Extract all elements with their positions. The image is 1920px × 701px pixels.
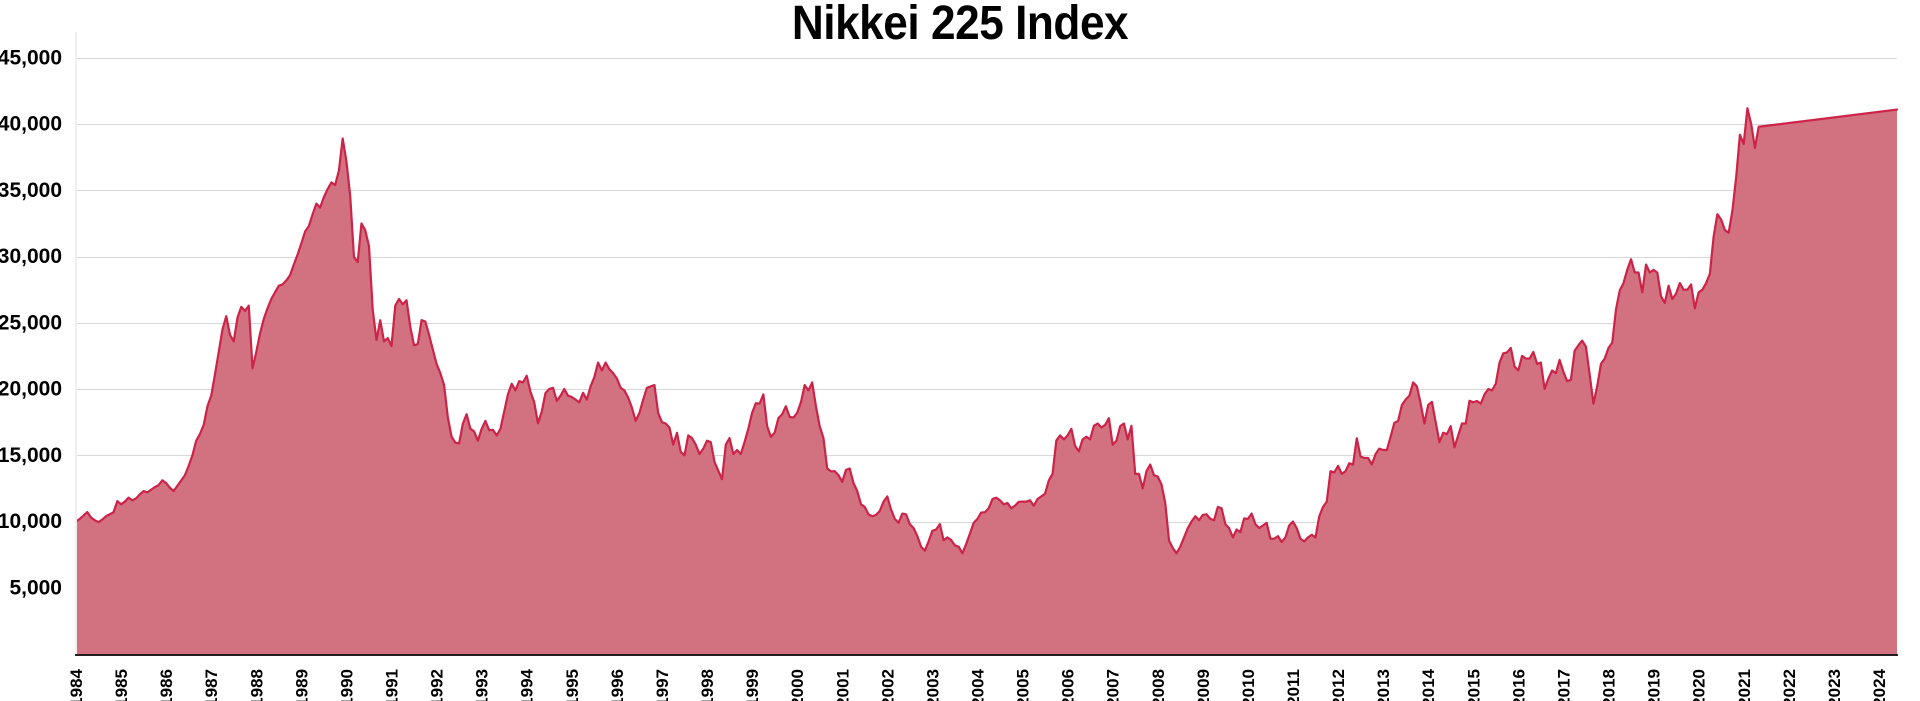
x-axis-tick-label: 2015 [1464, 669, 1483, 701]
x-axis-tick-label: 1986 [157, 669, 176, 701]
x-axis-tick-label: 2013 [1374, 669, 1393, 701]
x-axis-tick-label: 2023 [1825, 669, 1844, 701]
x-axis-tick-label: 1995 [563, 669, 582, 701]
y-axis-tick-label: 45,000 [0, 46, 62, 69]
x-axis-tick-label: 1998 [698, 669, 717, 701]
x-axis-tick-label: 2024 [1870, 668, 1889, 701]
x-axis-tick-label: 2019 [1645, 669, 1664, 701]
y-axis-tick-label: 35,000 [0, 179, 62, 202]
y-axis-tick-label: 30,000 [0, 245, 62, 268]
axis-lines [75, 32, 1898, 657]
x-axis-tick-label: 2004 [968, 668, 987, 701]
x-axis-tick-label: 1991 [383, 669, 402, 701]
y-axis-tick-labels: 5,000 10,000 15,000 20,000 25,000 30,000 35,00… [0, 46, 62, 599]
x-axis-tick-label: 1990 [337, 669, 356, 701]
area-series-nikkei-225 [74, 107, 1899, 654]
x-axis-tick-label: 2008 [1149, 669, 1168, 701]
x-axis-tick-label: 1987 [202, 669, 221, 701]
x-axis-tick-label: 2014 [1419, 668, 1438, 701]
x-axis-tick-label: 2005 [1014, 669, 1033, 701]
x-axis-tick-label: 1992 [428, 669, 447, 701]
area-fill [76, 108, 1897, 654]
x-axis-tick-label: 2011 [1284, 669, 1303, 701]
x-axis-tick-label: 2002 [878, 669, 897, 701]
x-axis-tick-label: 1988 [247, 669, 266, 701]
x-axis-tick-label: 2003 [923, 669, 942, 701]
x-axis-tick-label: 2022 [1780, 669, 1799, 701]
chart-title: Nikkei 225 Index [791, 0, 1129, 50]
x-axis-tick-label: 2017 [1554, 669, 1573, 701]
x-axis-tick-label: 2000 [788, 669, 807, 701]
x-axis-tick-label: 2016 [1509, 669, 1528, 701]
x-axis-tick-label: 1997 [653, 669, 672, 701]
y-axis-tick-label: 5,000 [9, 576, 62, 599]
y-axis-tick-label: 10,000 [0, 510, 62, 533]
x-axis-tick-label: 1999 [743, 669, 762, 701]
x-axis-tick-label: 2006 [1059, 669, 1078, 701]
x-axis-tick-label: 1996 [608, 669, 627, 701]
x-axis-tick-label: 1994 [518, 668, 537, 701]
x-axis-tick-label: 2012 [1329, 669, 1348, 701]
y-axis-tick-label: 40,000 [0, 113, 62, 136]
x-axis-tick-labels: 1984 1985 1986 1987 1988 1989 1990 1991 1992 1993… [67, 668, 1889, 701]
x-axis-tick-label: 2010 [1239, 669, 1258, 701]
x-axis-tick-label: 2018 [1600, 669, 1619, 701]
x-axis-tick-label: 2001 [833, 669, 852, 701]
x-axis-tick-label: 1985 [112, 669, 131, 701]
series-line [74, 107, 1899, 555]
y-axis-tick-label: 20,000 [0, 378, 62, 401]
x-axis-tick-label: 2020 [1690, 669, 1709, 701]
x-axis-tick-label: 2009 [1194, 669, 1213, 701]
x-axis-tick-label: 2007 [1104, 669, 1123, 701]
x-axis-tick-label: 1984 [67, 668, 86, 701]
x-axis-tick-label: 1993 [473, 669, 492, 701]
y-axis-tick-label: 15,000 [0, 444, 62, 467]
x-axis-tick-label: 1989 [292, 669, 311, 701]
y-axis-tick-label: 25,000 [0, 311, 62, 334]
x-axis-tick-label: 2021 [1735, 669, 1754, 701]
